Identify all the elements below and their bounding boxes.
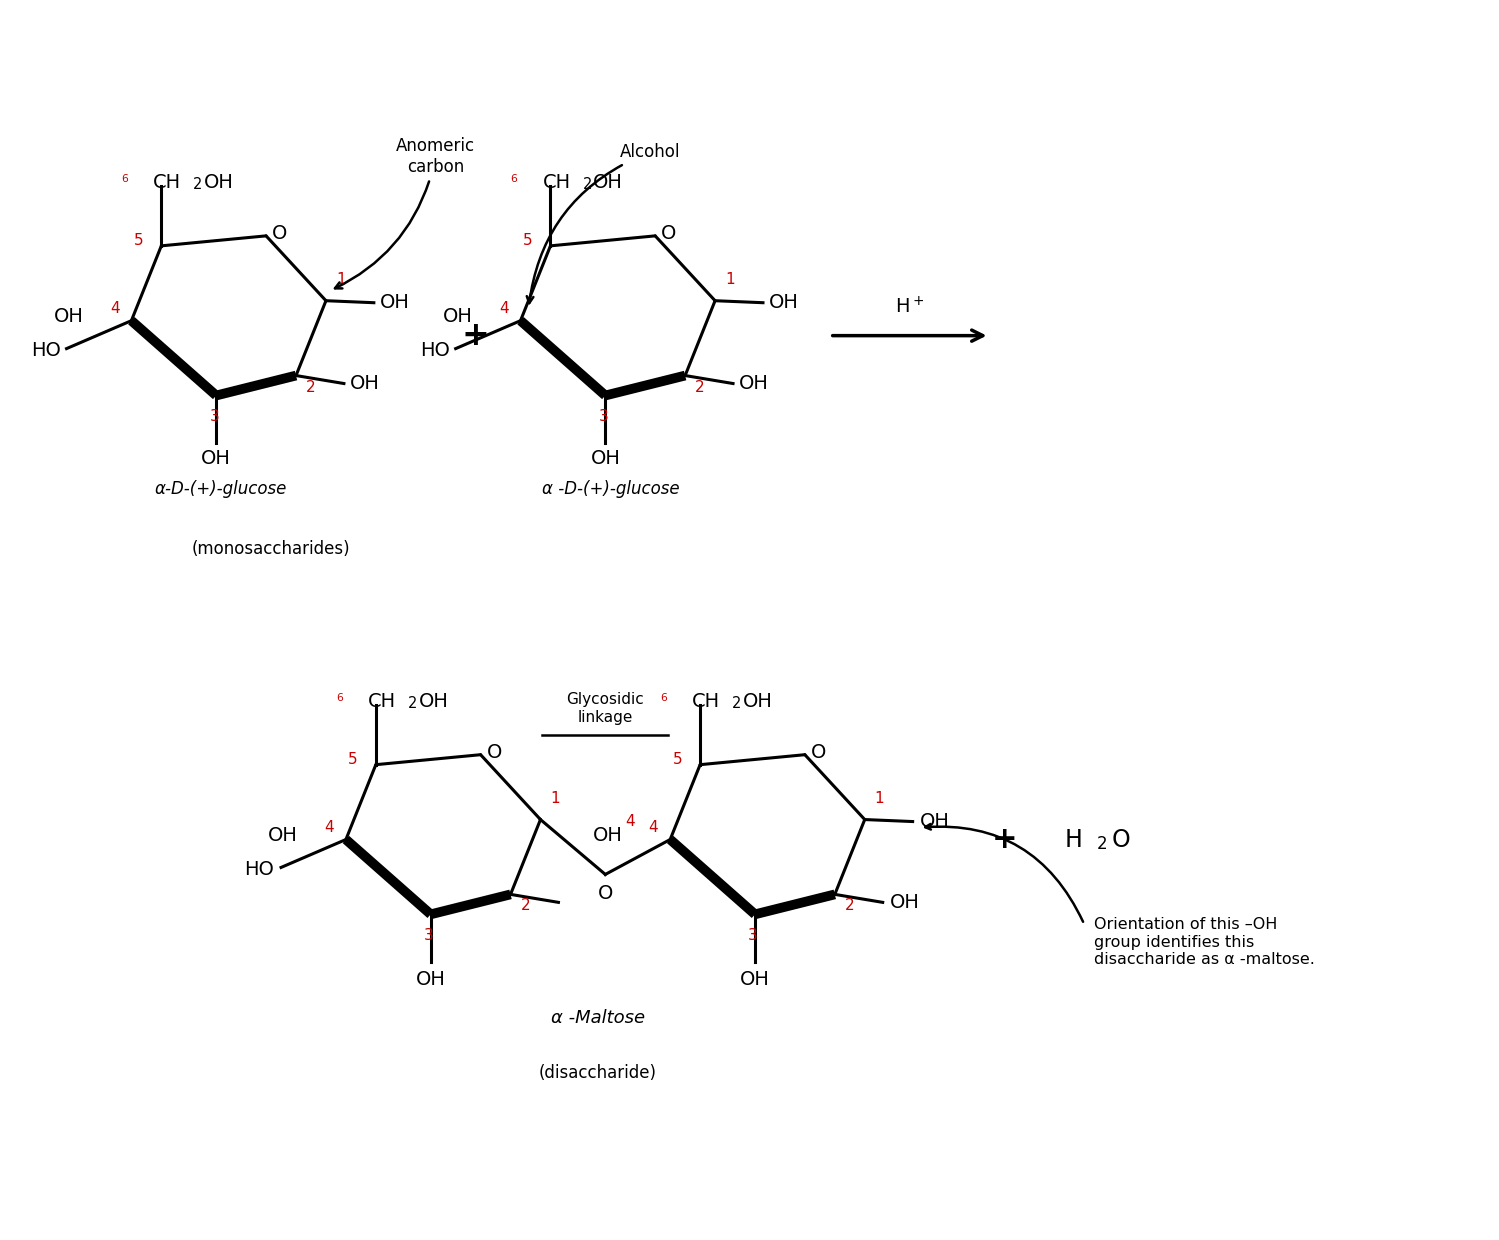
Text: OH: OH: [739, 374, 769, 393]
Text: 5: 5: [523, 233, 532, 248]
Text: 2: 2: [845, 898, 854, 914]
Text: 2: 2: [408, 696, 417, 711]
Text: 2: 2: [193, 177, 202, 192]
Text: 4: 4: [324, 820, 334, 835]
Text: 3: 3: [748, 929, 758, 944]
Text: O: O: [598, 884, 613, 904]
Text: OH: OH: [919, 812, 949, 831]
Text: OH: OH: [204, 174, 234, 192]
Text: HO: HO: [420, 341, 450, 360]
Text: O: O: [487, 743, 502, 763]
Text: OH: OH: [415, 970, 445, 990]
Text: $\mathregular{^6}$: $\mathregular{^6}$: [121, 176, 129, 191]
Text: 4: 4: [109, 301, 120, 316]
Text: 4: 4: [625, 813, 636, 830]
Text: α -Maltose: α -Maltose: [550, 1009, 645, 1027]
Text: OH: OH: [201, 449, 231, 469]
Text: OH: OH: [591, 449, 621, 469]
Text: (monosaccharides): (monosaccharides): [192, 541, 351, 558]
Text: 5: 5: [348, 753, 358, 768]
Text: O: O: [1111, 827, 1130, 852]
Text: H$^+$: H$^+$: [895, 296, 925, 317]
Text: (disaccharide): (disaccharide): [538, 1064, 657, 1083]
Text: OH: OH: [349, 374, 379, 393]
Text: OH: OH: [769, 293, 799, 312]
Text: 2: 2: [696, 379, 705, 394]
Text: 2: 2: [1097, 836, 1108, 853]
Text: OH: OH: [418, 692, 448, 712]
Text: α -D-(+)-glucose: α -D-(+)-glucose: [541, 480, 679, 498]
Text: Glycosidic
linkage: Glycosidic linkage: [567, 692, 645, 724]
Text: OH: OH: [54, 308, 84, 326]
Text: +: +: [992, 825, 1018, 854]
Text: CH: CH: [693, 692, 720, 712]
Text: HO: HO: [30, 341, 60, 360]
Text: OH: OH: [594, 174, 624, 192]
Text: 1: 1: [875, 791, 884, 806]
Text: +: +: [462, 319, 490, 352]
Text: 3: 3: [210, 409, 219, 424]
Text: $\mathregular{^6}$: $\mathregular{^6}$: [510, 176, 519, 191]
Text: 3: 3: [424, 929, 433, 944]
Text: Anomeric
carbon: Anomeric carbon: [334, 138, 475, 289]
Text: 2: 2: [520, 898, 531, 914]
Text: OH: OH: [592, 826, 622, 844]
Text: CH: CH: [153, 174, 181, 192]
Text: O: O: [273, 224, 288, 243]
Text: OH: OH: [379, 293, 409, 312]
Text: OH: OH: [442, 308, 472, 326]
Text: CH: CH: [367, 692, 396, 712]
Text: OH: OH: [741, 970, 770, 990]
Text: OH: OH: [890, 893, 919, 911]
Text: H: H: [1064, 827, 1082, 852]
Text: 2: 2: [732, 696, 742, 711]
Text: 3: 3: [598, 409, 609, 424]
Text: $\mathregular{^6}$: $\mathregular{^6}$: [336, 694, 343, 709]
Text: α-D-(+)-glucose: α-D-(+)-glucose: [154, 480, 288, 498]
Text: OH: OH: [744, 692, 773, 712]
Text: OH: OH: [268, 826, 298, 844]
Text: HO: HO: [244, 859, 274, 879]
Text: 4: 4: [649, 820, 658, 835]
Text: 5: 5: [673, 753, 682, 768]
Text: 2: 2: [583, 177, 592, 192]
Text: 5: 5: [133, 233, 144, 248]
Text: 1: 1: [336, 272, 346, 286]
Text: 2: 2: [306, 379, 316, 394]
Text: Orientation of this –OH
group identifies this
disaccharide as α -maltose.: Orientation of this –OH group identifies…: [1094, 918, 1315, 967]
Text: Alcohol: Alcohol: [526, 143, 681, 303]
Text: 1: 1: [550, 791, 561, 806]
Text: 1: 1: [726, 272, 735, 286]
Text: 4: 4: [499, 301, 508, 316]
Text: CH: CH: [543, 174, 571, 192]
Text: O: O: [811, 743, 826, 763]
Text: O: O: [661, 224, 676, 243]
Text: $\mathregular{^6}$: $\mathregular{^6}$: [660, 694, 669, 709]
